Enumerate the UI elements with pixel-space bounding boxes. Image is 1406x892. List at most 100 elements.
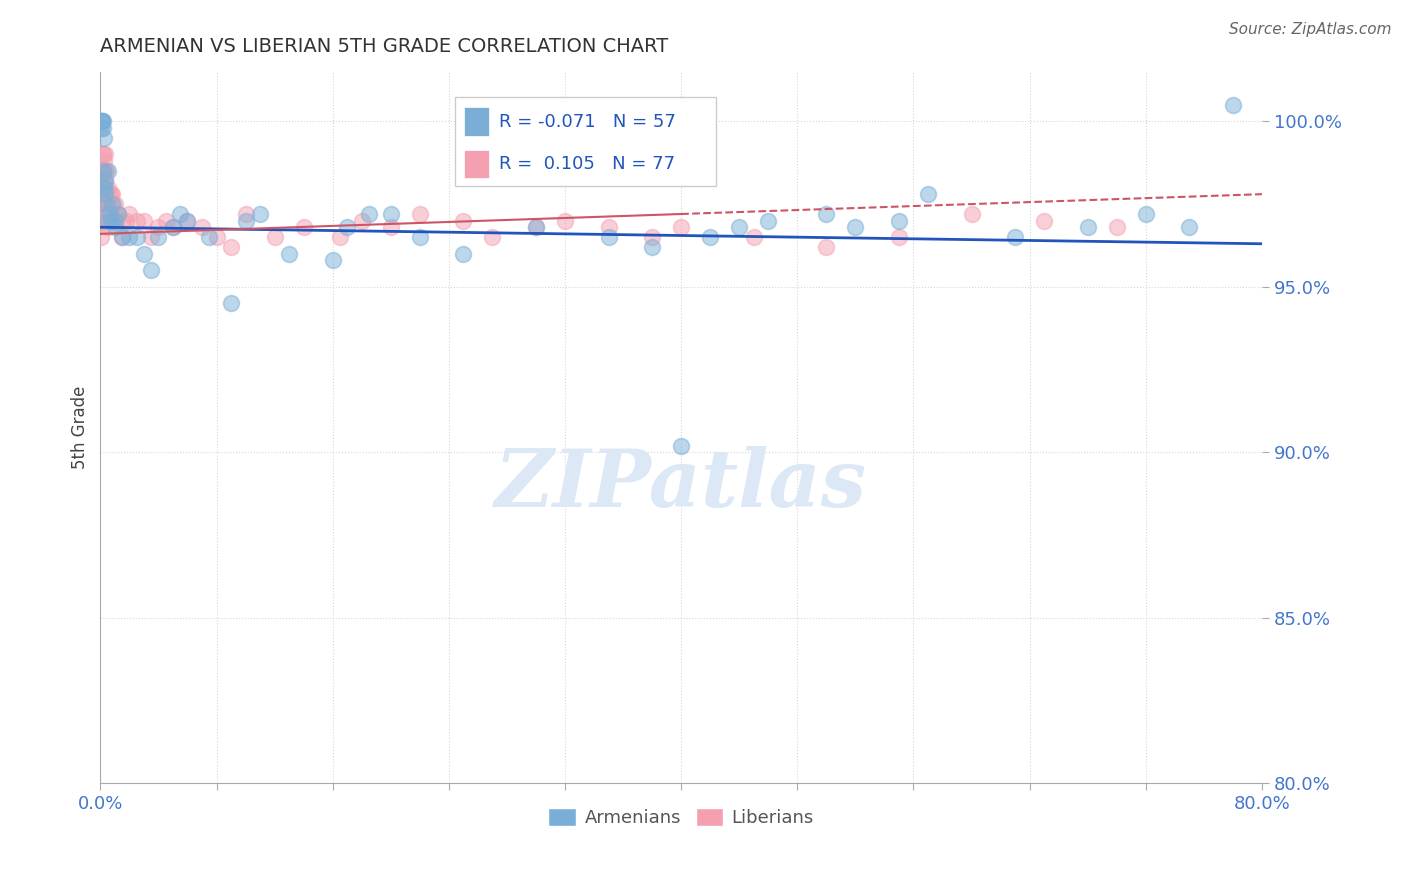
Point bbox=[91, 120, 114, 135]
Point bbox=[380, 220, 402, 235]
Point bbox=[524, 220, 547, 235]
Point bbox=[97, 197, 120, 211]
Point bbox=[94, 187, 117, 202]
FancyBboxPatch shape bbox=[454, 96, 716, 186]
Point bbox=[111, 230, 134, 244]
Point bbox=[219, 240, 242, 254]
Point bbox=[118, 207, 141, 221]
Point bbox=[409, 230, 432, 244]
Point bbox=[235, 207, 257, 221]
Point bbox=[100, 207, 122, 221]
Point bbox=[90, 180, 112, 194]
Point bbox=[93, 174, 115, 188]
Point bbox=[235, 213, 257, 227]
Point bbox=[453, 213, 475, 227]
Legend: Armenians, Liberians: Armenians, Liberians bbox=[541, 801, 821, 835]
Point bbox=[93, 147, 115, 161]
Point bbox=[699, 230, 721, 244]
Point bbox=[96, 197, 118, 211]
Point bbox=[887, 230, 910, 244]
Point bbox=[90, 120, 112, 135]
Point bbox=[90, 114, 112, 128]
Point bbox=[249, 207, 271, 221]
Point bbox=[917, 187, 939, 202]
Point bbox=[90, 213, 112, 227]
Point bbox=[91, 114, 114, 128]
Point bbox=[107, 207, 129, 221]
Point bbox=[91, 147, 114, 161]
Point bbox=[815, 240, 838, 254]
Point bbox=[97, 164, 120, 178]
Point bbox=[141, 230, 163, 244]
Point bbox=[94, 164, 117, 178]
Point bbox=[91, 187, 114, 202]
Point bbox=[1178, 220, 1201, 235]
Point bbox=[481, 230, 503, 244]
Point bbox=[90, 114, 112, 128]
Point bbox=[97, 220, 120, 235]
Point bbox=[111, 230, 134, 244]
Point bbox=[380, 207, 402, 221]
Text: R = -0.071   N = 57: R = -0.071 N = 57 bbox=[499, 112, 676, 130]
Point bbox=[219, 296, 242, 310]
Point bbox=[1004, 230, 1026, 244]
Point bbox=[132, 213, 155, 227]
Point bbox=[598, 230, 620, 244]
Point bbox=[132, 246, 155, 260]
Point bbox=[329, 230, 352, 244]
Point bbox=[198, 230, 221, 244]
Point bbox=[100, 187, 122, 202]
Point bbox=[93, 174, 115, 188]
Point bbox=[815, 207, 838, 221]
Point bbox=[101, 187, 124, 202]
Point bbox=[155, 213, 177, 227]
Point bbox=[960, 207, 983, 221]
Point bbox=[141, 263, 163, 277]
Point bbox=[97, 180, 120, 194]
Text: ARMENIAN VS LIBERIAN 5TH GRADE CORRELATION CHART: ARMENIAN VS LIBERIAN 5TH GRADE CORRELATI… bbox=[100, 37, 669, 56]
Point bbox=[98, 207, 121, 221]
Point bbox=[756, 213, 779, 227]
Point bbox=[90, 197, 112, 211]
Point bbox=[93, 197, 115, 211]
Point bbox=[91, 180, 114, 194]
Point bbox=[125, 213, 148, 227]
Point bbox=[118, 230, 141, 244]
Point bbox=[148, 220, 170, 235]
Text: R =  0.105   N = 77: R = 0.105 N = 77 bbox=[499, 155, 675, 173]
Point bbox=[176, 213, 198, 227]
Point bbox=[598, 220, 620, 235]
Point bbox=[844, 220, 866, 235]
Y-axis label: 5th Grade: 5th Grade bbox=[72, 385, 89, 469]
Point bbox=[97, 197, 120, 211]
Point bbox=[336, 220, 359, 235]
Point bbox=[111, 213, 134, 227]
Point bbox=[104, 213, 127, 227]
Point bbox=[91, 197, 114, 211]
Point bbox=[90, 187, 112, 202]
Point bbox=[641, 240, 664, 254]
Point bbox=[357, 207, 380, 221]
Point bbox=[101, 213, 124, 227]
Point bbox=[554, 213, 576, 227]
Point bbox=[91, 164, 114, 178]
Point bbox=[1033, 213, 1056, 227]
Point bbox=[728, 220, 751, 235]
Point bbox=[162, 220, 184, 235]
Point bbox=[90, 164, 112, 178]
Point bbox=[1105, 220, 1128, 235]
Point bbox=[104, 197, 127, 211]
Point bbox=[91, 180, 114, 194]
Point bbox=[641, 230, 664, 244]
Text: ZIPatlas: ZIPatlas bbox=[495, 445, 868, 523]
Point bbox=[91, 147, 114, 161]
Point bbox=[887, 213, 910, 227]
Point bbox=[292, 220, 315, 235]
Point bbox=[524, 220, 547, 235]
Point bbox=[669, 220, 692, 235]
Point bbox=[1135, 207, 1157, 221]
Point bbox=[191, 220, 214, 235]
Point bbox=[98, 187, 121, 202]
Point bbox=[91, 187, 114, 202]
Point bbox=[93, 180, 115, 194]
